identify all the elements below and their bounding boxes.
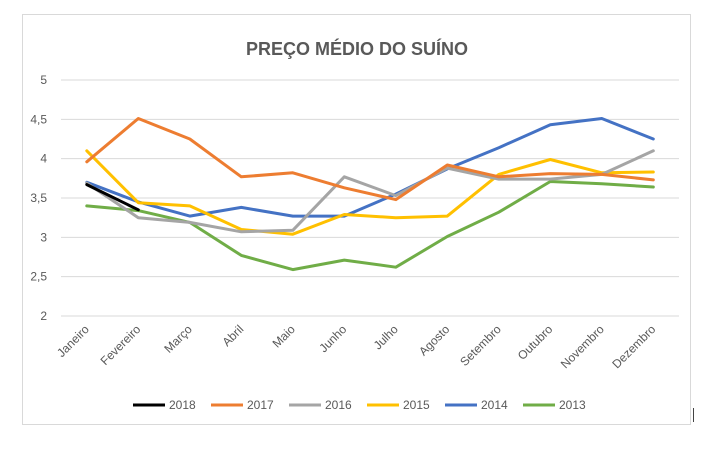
x-tick-label: Fevereiro: [98, 322, 144, 368]
x-axis-ticks: Janeiro Fevereiro Março Abril Maio Junho Julho…: [54, 322, 658, 371]
y-tick-label: 3: [40, 230, 47, 244]
series-line-2016: [85, 149, 655, 234]
series-line-2014: [85, 117, 655, 218]
x-tick-label: Agosto: [416, 322, 453, 359]
y-tick-label: 4,5: [30, 112, 47, 126]
x-tick-label: Dezembro: [609, 322, 658, 371]
x-tick-label: Maio: [270, 322, 299, 351]
x-tick-label: Março: [161, 322, 195, 356]
y-tick-label: 3,5: [30, 191, 47, 205]
legend: 2018 2017 2016 2015 2014 2013: [133, 398, 586, 412]
gridlines: [61, 79, 679, 317]
series-line-2018: [85, 183, 140, 212]
legend-label-2017: 2017: [247, 398, 274, 412]
legend-label-2016: 2016: [325, 398, 352, 412]
series-line-2017: [85, 117, 655, 202]
chart-title: PREÇO MÉDIO DO SUÍNO: [246, 38, 468, 59]
text-cursor-mark: [693, 408, 694, 422]
y-tick-label: 4: [40, 152, 47, 166]
legend-label-2015: 2015: [403, 398, 430, 412]
legend-label-2014: 2014: [481, 398, 508, 412]
legend-label-2018: 2018: [169, 398, 196, 412]
series-lines: [85, 117, 655, 272]
chart-svg: PREÇO MÉDIO DO SUÍNO 2 2,5 3 3,5 4 4,5 5 Janei…: [30, 38, 679, 412]
x-tick-label: Janeiro: [54, 322, 92, 360]
x-tick-label: Novembro: [558, 322, 607, 371]
x-tick-label: Abril: [219, 322, 246, 349]
x-tick-label: Outubro: [515, 322, 556, 363]
x-tick-label: Junho: [316, 322, 349, 355]
y-tick-label: 2,5: [30, 270, 47, 284]
y-tick-label: 5: [40, 73, 47, 87]
legend-label-2013: 2013: [559, 398, 586, 412]
chart-frame: PREÇO MÉDIO DO SUÍNO 2 2,5 3 3,5 4 4,5 5 Janei…: [22, 14, 691, 425]
y-axis-ticks: 2 2,5 3 3,5 4 4,5 5: [30, 73, 47, 323]
x-tick-label: Julho: [371, 322, 401, 352]
x-tick-label: Setembro: [457, 322, 504, 369]
y-tick-label: 2: [40, 309, 47, 323]
series-line-2015: [85, 149, 655, 236]
